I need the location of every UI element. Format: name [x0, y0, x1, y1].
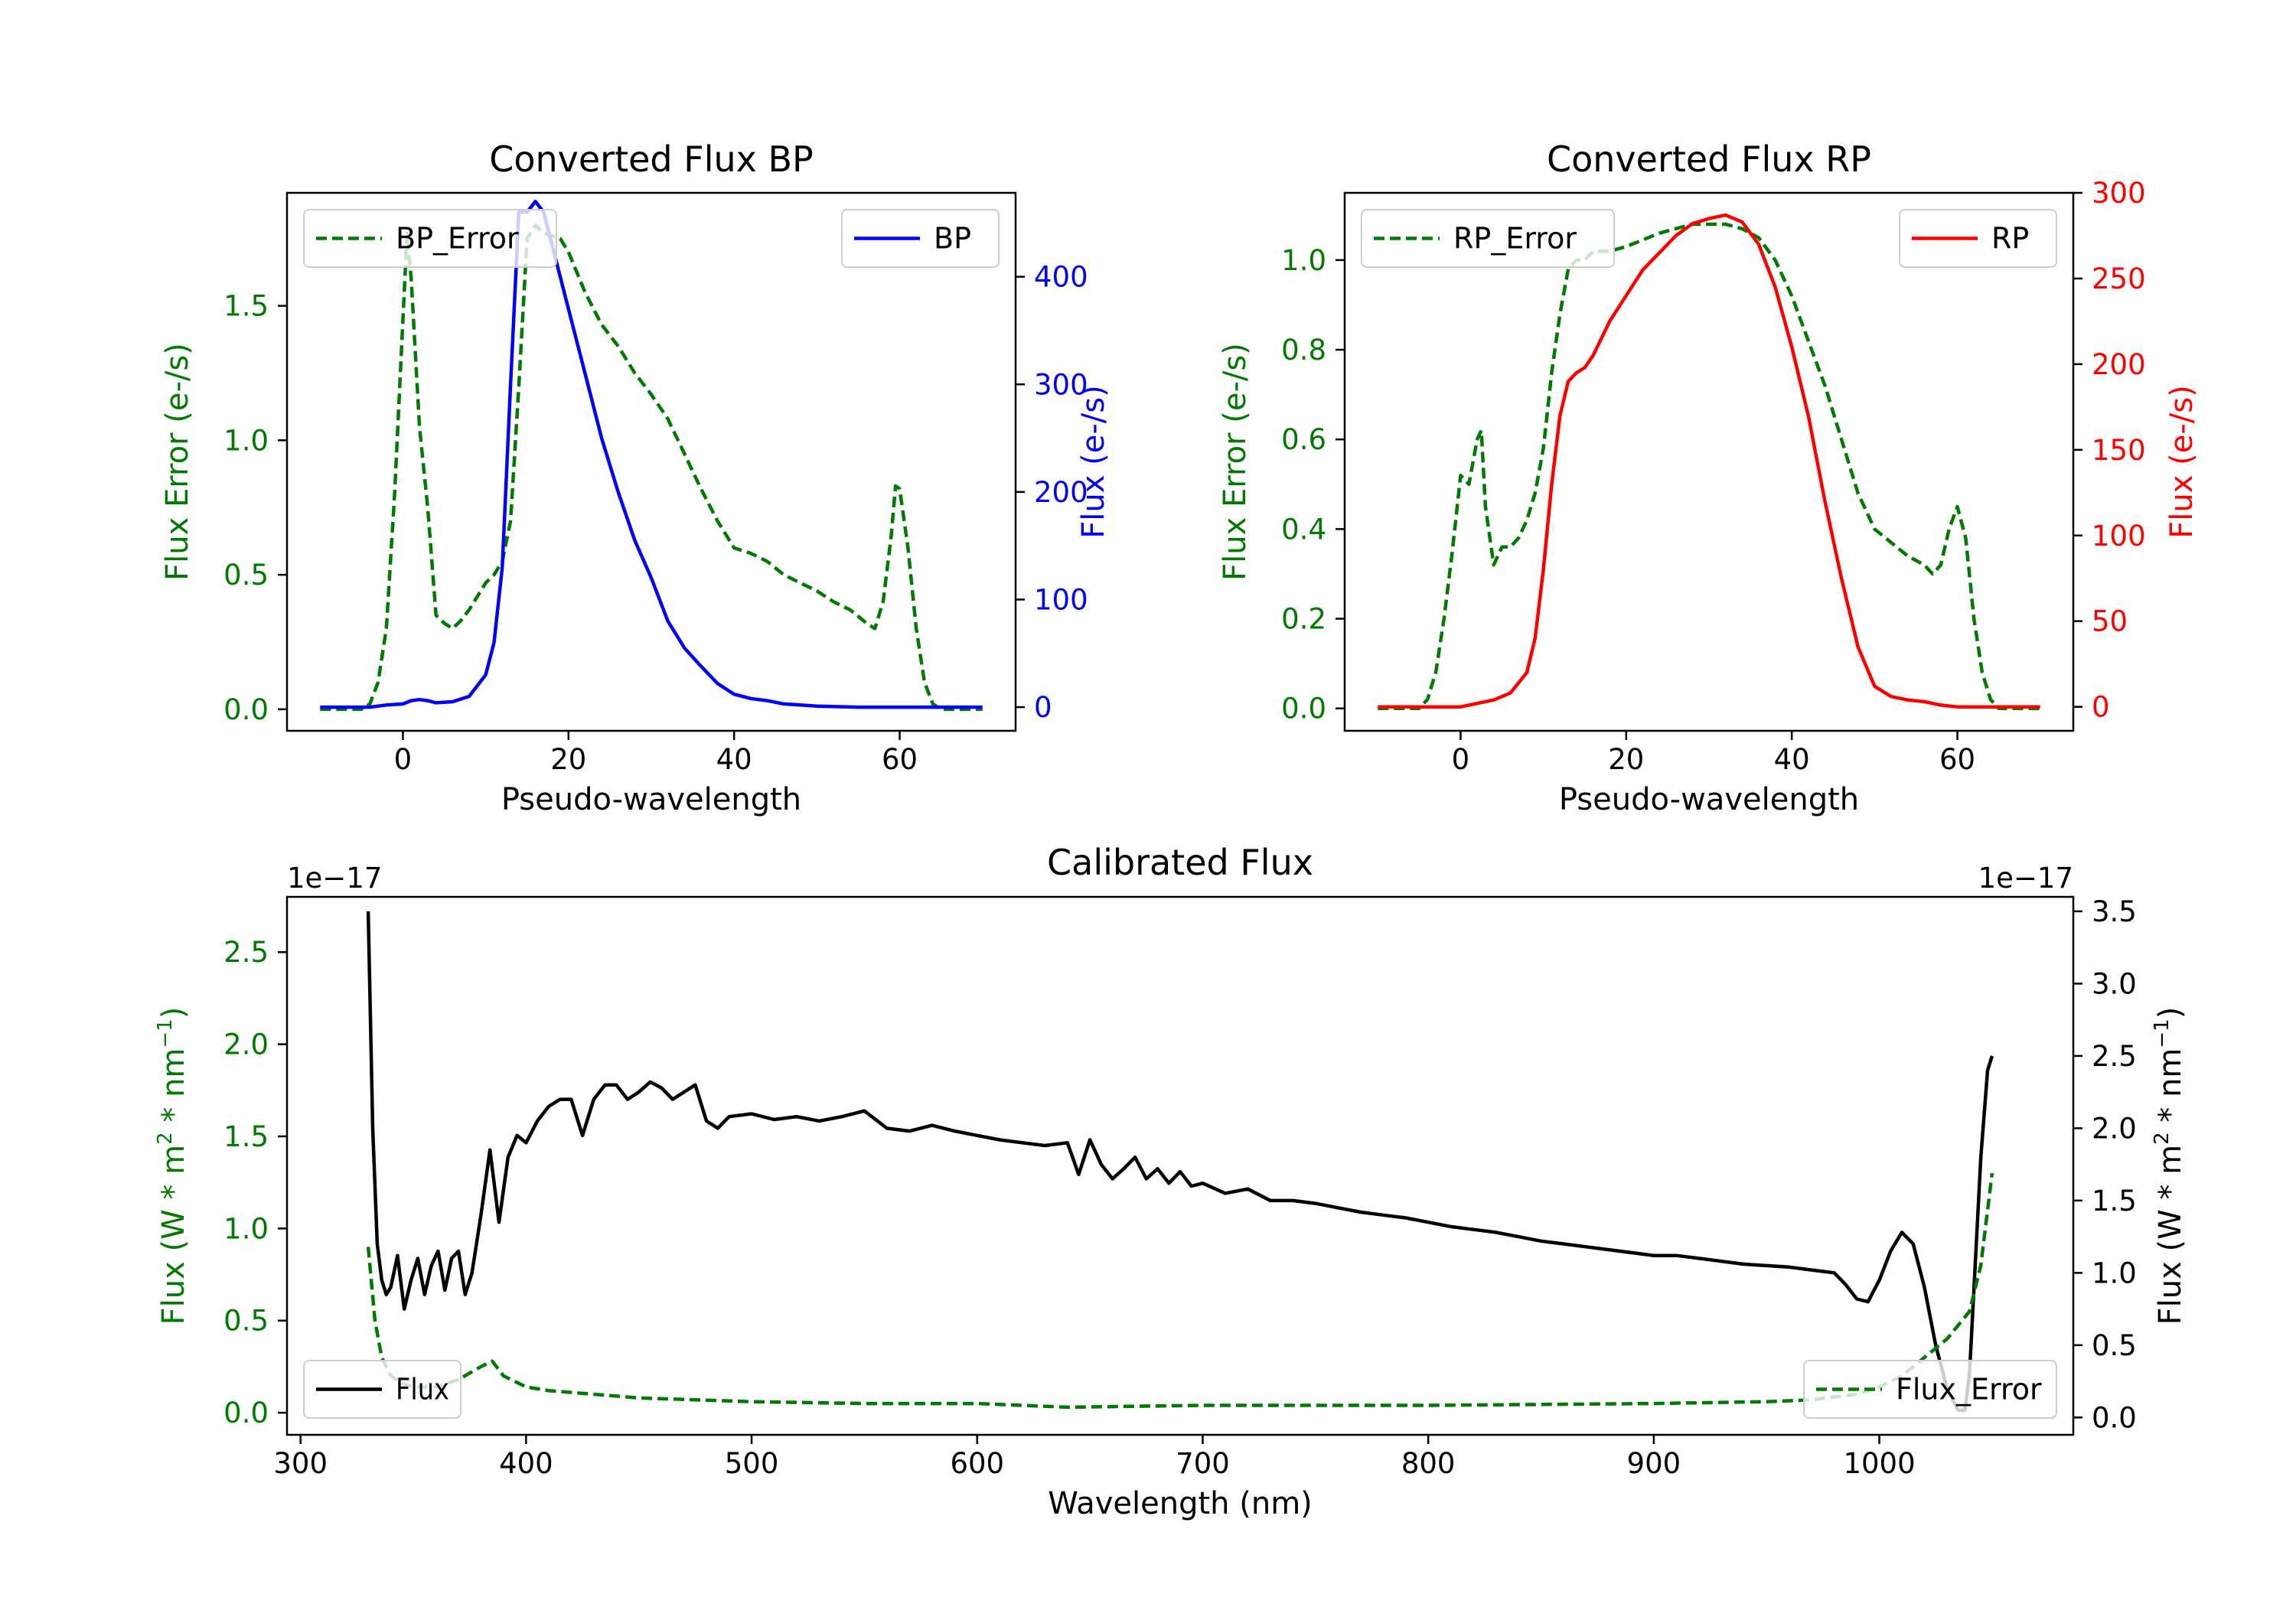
y-right-axis-label: Flux (e-/s)	[1076, 385, 1111, 538]
x-tick-label: 40	[716, 743, 752, 776]
y-right-tick-label: 0	[1034, 691, 1052, 724]
x-tick-label: 40	[1774, 743, 1810, 776]
chart-panel-1: Converted Flux BP 0 20 40 60 Pseudo-wavelengt…	[160, 139, 1111, 817]
legend-rp: RP	[1899, 209, 2057, 268]
y-right-tick-label: 250	[2092, 262, 2146, 295]
x-tick-label: 900	[1627, 1447, 1681, 1480]
x-axis-label: Pseudo-wavelength	[1559, 782, 1859, 817]
x-tick-label: 1000	[1843, 1447, 1915, 1480]
x-axis-label: Wavelength (nm)	[1048, 1486, 1313, 1521]
legend-box	[303, 209, 557, 268]
legend-bp-error: BP_Error	[303, 209, 557, 268]
y-right-tick-label: 3.0	[2092, 967, 2137, 1000]
x-tick-label: 300	[273, 1447, 328, 1480]
y-left-tick-label: 0.4	[1281, 513, 1326, 546]
legend-rp-error: RP_Error	[1361, 209, 1615, 268]
y-right-tick-label: 0.0	[2092, 1401, 2137, 1434]
y-right-tick-label: 1.0	[2092, 1257, 2137, 1289]
y-left-tick-label: 0.2	[1281, 603, 1326, 636]
legend-label: RP	[1991, 222, 2029, 256]
y-left-tick-label: 1.0	[223, 424, 269, 457]
y-right-tick-label: 2.0	[2092, 1112, 2137, 1145]
legend-label: BP_Error	[396, 222, 519, 256]
series-line-flux	[366, 911, 1994, 1413]
legend-bp: BP	[841, 209, 1000, 268]
x-tick-label: 500	[725, 1447, 779, 1480]
plot-frame	[285, 191, 1017, 732]
y-right-tick-label: 300	[1034, 368, 1088, 401]
y-right-tick-label: 1.5	[2092, 1185, 2137, 1217]
legend-box	[303, 1360, 461, 1419]
legend-label: Flux_Error	[1896, 1373, 2042, 1407]
series-group	[1378, 213, 2040, 710]
x-tick-label: 60	[1939, 743, 1975, 776]
x-axis-label: Pseudo-wavelength	[501, 782, 801, 817]
y-left-tick-label: 1.5	[223, 290, 269, 323]
series-line-bp-error	[320, 223, 983, 712]
legend-label: RP_Error	[1453, 222, 1577, 256]
chart-title: Converted Flux BP	[489, 139, 814, 180]
y-right-tick-label: 300	[2092, 177, 2146, 210]
legend-flux: Flux	[303, 1360, 461, 1419]
x-tick-label: 60	[882, 743, 918, 776]
y-right-tick-label: 0	[2092, 691, 2110, 724]
y-left-tick-label: 1.0	[1281, 244, 1326, 277]
y-right-axis-label: Flux (e-/s)	[2164, 385, 2200, 538]
x-tick-label: 700	[1176, 1447, 1230, 1480]
y-left-tick-label: 0.6	[1281, 423, 1326, 456]
y-left-axis-label: Flux Error (e-/s)	[160, 343, 195, 581]
chart-title: Converted Flux RP	[1547, 139, 1871, 180]
y-left-axis-label: Flux (W * m2 * nm−1)	[154, 1007, 191, 1325]
chart-panel-2: Converted Flux RP 0 20 40 60 Pseudo-wavelengt…	[1218, 139, 2200, 817]
x-tick-label: 600	[950, 1447, 1004, 1480]
y-right-tick-label: 50	[2092, 605, 2128, 638]
legend-box	[1803, 1360, 2057, 1419]
legend-label: Flux	[396, 1373, 449, 1407]
y-left-offset-text: 1e−17	[287, 862, 382, 895]
legend-box	[841, 209, 1000, 268]
y-left-tick-label: 2.5	[223, 936, 269, 969]
y-left-tick-label: 0.0	[223, 1397, 269, 1429]
series-group	[320, 199, 983, 712]
legend-box	[1361, 209, 1615, 268]
y-right-axis-label: Flux (W * m2 * nm−1)	[2151, 1007, 2188, 1325]
y-right-tick-label: 0.5	[2092, 1329, 2137, 1362]
y-left-tick-label: 0.0	[223, 693, 269, 726]
y-right-tick-label: 200	[2092, 348, 2146, 381]
y-right-tick-label: 3.5	[2092, 895, 2137, 928]
series-line-bp	[320, 199, 983, 709]
series-line-rp-error	[1378, 222, 2040, 710]
y-left-tick-label: 0.8	[1281, 334, 1326, 367]
y-right-offset-text: 1e−17	[1978, 862, 2073, 895]
x-tick-label: 0	[1452, 743, 1470, 776]
chart-panel-3: Calibrated Flux 300 400 500 600 700 800 900 1000…	[154, 842, 2188, 1521]
y-left-tick-label: 1.0	[223, 1212, 269, 1245]
y-right-tick-label: 150	[2092, 434, 2146, 467]
y-right-tick-label: 400	[1034, 261, 1088, 294]
plot-frame	[285, 895, 2075, 1436]
chart-title: Calibrated Flux	[1047, 842, 1313, 883]
y-left-tick-label: 0.5	[223, 1305, 269, 1338]
y-left-tick-label: 0.0	[1281, 693, 1326, 725]
y-right-tick-label: 2.5	[2092, 1040, 2137, 1073]
series-line-rp	[1378, 213, 2040, 709]
y-right-tick-label: 100	[1034, 583, 1088, 616]
y-left-tick-label: 0.5	[223, 559, 269, 592]
y-right-tick-label: 200	[1034, 476, 1088, 509]
legend-label: BP	[934, 222, 971, 256]
y-left-tick-label: 1.5	[223, 1120, 269, 1153]
plot-frame	[1343, 191, 2075, 732]
x-tick-label: 20	[550, 743, 586, 776]
y-left-axis-label: Flux Error (e-/s)	[1218, 343, 1253, 581]
legend-box	[1899, 209, 2057, 268]
y-right-tick-label: 100	[2092, 520, 2146, 553]
x-tick-label: 0	[394, 743, 413, 776]
x-tick-label: 800	[1401, 1447, 1456, 1480]
x-tick-label: 400	[499, 1447, 553, 1480]
legend-flux-error: Flux_Error	[1803, 1360, 2057, 1419]
x-tick-label: 20	[1608, 743, 1644, 776]
y-left-tick-label: 2.0	[223, 1028, 269, 1061]
